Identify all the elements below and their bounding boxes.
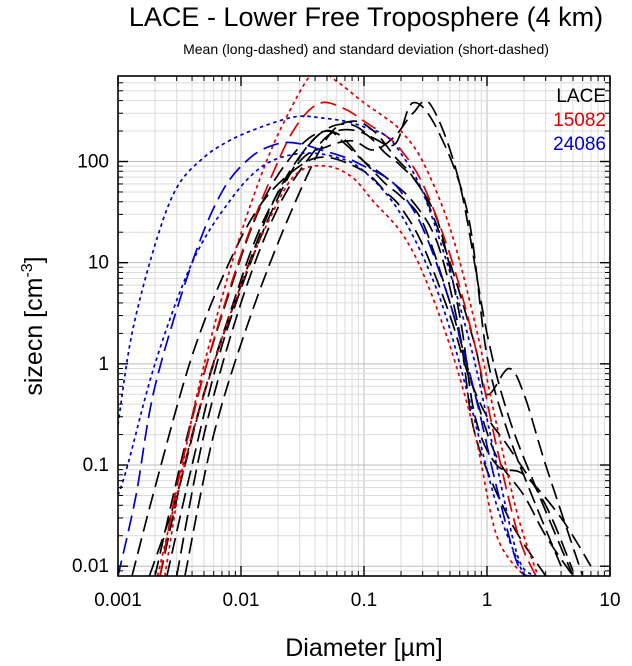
x-tick-label: 1 [482,590,493,611]
series-group [118,76,592,576]
legend-entry-1: 15082 [553,110,606,131]
grid-lines [118,76,610,576]
series-line-9 [156,164,525,576]
y-tick-label: 0.01 [72,556,109,577]
series-line-4 [175,128,584,576]
x-axis-label: Diameter [µm] [285,634,442,662]
x-tick-label: 0.01 [223,590,260,611]
y-tick-label: 10 [88,253,109,274]
x-tick-label: 0.001 [94,590,142,611]
y-axis-label-sup: -3 [19,263,36,277]
series-line-11 [118,115,537,576]
series-line-10 [118,141,537,576]
series-line-1 [166,101,562,576]
series-line-12 [118,152,525,576]
y-tick-label: 1 [98,354,109,375]
legend-entry-2: 24086 [553,134,606,155]
legend-entry-0: LACE [556,86,606,107]
series-line-3 [131,156,574,576]
series-line-5 [184,120,592,576]
axis-ticks: 0.001 0.01 0.1 1 10 0.01 0.1 1 10 100 [72,76,621,611]
x-tick-label: 0.1 [351,590,377,611]
y-axis-label: sizecn [cm-3] [19,256,48,395]
chart-title: LACE - Lower Free Troposphere (4 km) [128,2,604,32]
x-tick-label: 10 [599,590,620,611]
y-tick-label: 0.1 [83,455,109,476]
y-tick-label: 100 [77,152,109,173]
legend: LACE 15082 24086 [553,86,606,155]
y-axis-label-tail: ] [20,256,48,263]
series-line-0 [148,129,574,576]
chart-subtitle: Mean (long-dashed) and standard deviatio… [183,41,549,57]
y-axis-label-main: sizecn [cm [20,278,48,396]
series-line-8 [163,76,539,576]
